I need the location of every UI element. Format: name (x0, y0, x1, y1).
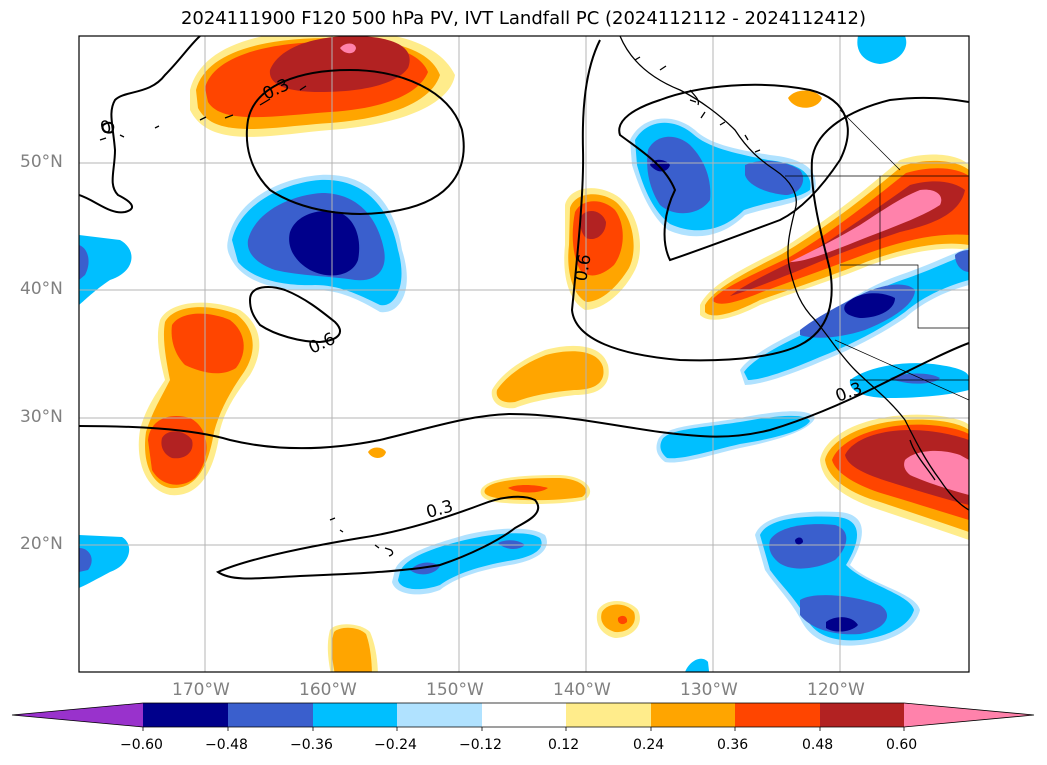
shaded-fields (79, 36, 969, 672)
lat-label: 30°N (20, 407, 63, 427)
lon-label: 130°W (680, 680, 738, 700)
map-frame (78, 35, 970, 673)
colorbar-swatch (566, 703, 651, 727)
colorbar-swatch (143, 703, 228, 727)
colorbar-tick-label: 0.48 (802, 737, 834, 753)
colorbar-tick-label: 0.24 (633, 737, 665, 753)
lon-label: 170°W (172, 680, 230, 700)
coastlines (99, 36, 969, 557)
lat-label: 50°N (20, 152, 63, 172)
colorbar-swatch (651, 703, 735, 727)
map-gridlines (79, 36, 969, 672)
colorbar-tick-label: −0.24 (374, 737, 417, 753)
map-title: 2024111900 F120 500 hPa PV, IVT Landfall… (180, 8, 867, 29)
colorbar (11, 702, 1035, 731)
colorbar-tick-label: −0.12 (459, 737, 502, 753)
lon-label: 150°W (426, 680, 484, 700)
contour-label: 0.6 (571, 253, 595, 283)
lon-label: 160°W (299, 680, 357, 700)
colorbar-tick-label: 0.36 (717, 737, 749, 753)
colorbar-tick-label: −0.36 (290, 737, 333, 753)
colorbar-swatch (313, 703, 397, 727)
political-borders (785, 109, 969, 401)
colorbar-extend-min (12, 703, 143, 727)
contour-label: 0 (98, 117, 114, 139)
colorbar-swatch (482, 703, 566, 727)
colorbar-swatch (397, 703, 482, 727)
colorbar-swatch (735, 703, 820, 727)
colorbar-swatch (228, 703, 313, 727)
colorbar-tick-label: −0.60 (120, 737, 163, 753)
lat-label: 20°N (20, 534, 63, 554)
colorbar-tick-label: 0.12 (548, 737, 580, 753)
colorbar-tick-label: 0.60 (886, 737, 918, 753)
lon-label: 120°W (807, 680, 865, 700)
lon-label: 140°W (553, 680, 611, 700)
colorbar-tick-label: −0.48 (205, 737, 248, 753)
colorbar-swatch (820, 703, 904, 727)
pv-contours (79, 36, 969, 580)
colorbar-extend-max (904, 703, 1034, 727)
lat-label: 40°N (20, 279, 63, 299)
